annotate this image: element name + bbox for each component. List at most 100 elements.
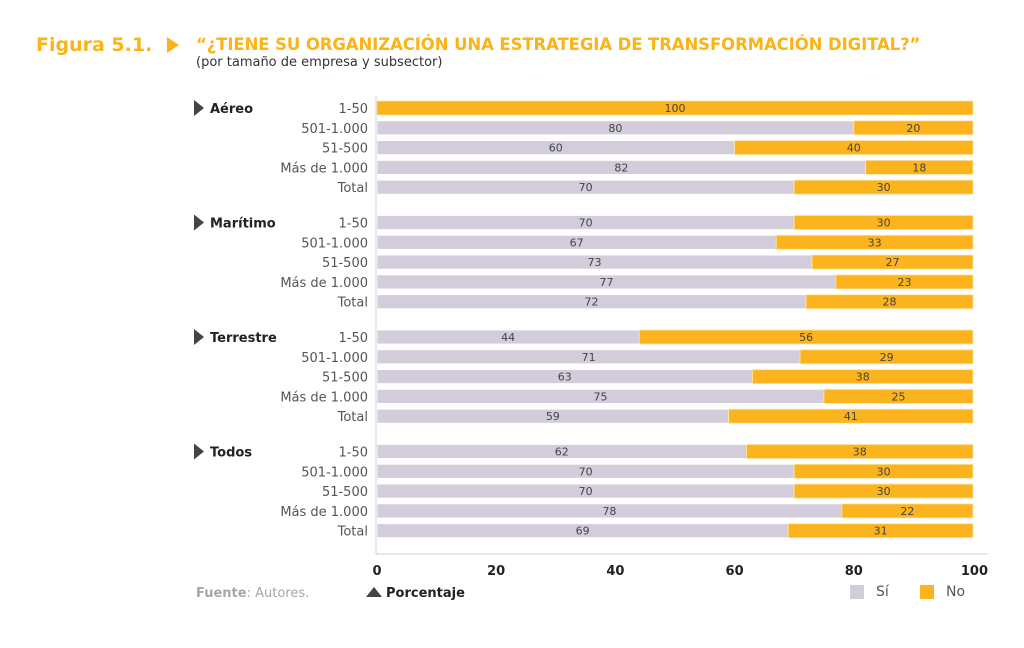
bar-no: [787, 523, 974, 539]
bar-label-no: 27: [886, 256, 900, 269]
bar-no: [728, 408, 974, 424]
bar-label-no: 30: [877, 465, 891, 478]
bar-no: [376, 100, 974, 116]
bar-label-no: 23: [897, 276, 911, 289]
bar-label-no: 56: [799, 331, 813, 344]
bar-label-si: 82: [614, 161, 628, 174]
group-label: Marítimo: [210, 217, 276, 232]
bar-label-si: 70: [579, 485, 593, 498]
bar-label-no: 30: [877, 217, 891, 230]
legend-swatch-no: [920, 585, 934, 599]
bar-no: [793, 215, 974, 230]
bar-label-si: 67: [570, 236, 584, 249]
bar-no: [799, 349, 974, 365]
bar-no: [734, 140, 974, 156]
source-label: Fuente: [196, 586, 247, 601]
bar-label-si: 69: [576, 525, 590, 538]
bar-label-no: 38: [856, 371, 870, 384]
category-label: Más de 1.000: [280, 505, 368, 520]
bar-label-no: 22: [900, 505, 914, 518]
bar-label-no: 28: [883, 296, 897, 309]
bar-label-si: 59: [546, 410, 560, 423]
bar-label-no: 100: [665, 102, 686, 115]
legend-item-si: Sí: [850, 584, 889, 600]
category-label: 51-500: [322, 371, 368, 386]
bar-label-no: 40: [847, 142, 861, 155]
legend-label-si: Sí: [876, 584, 889, 600]
legend-item-no: No: [920, 584, 965, 600]
bar-label-no: 33: [868, 236, 882, 249]
chart-subtitle: (por tamaño de empresa y subsector): [196, 55, 443, 70]
bar-label-si: 72: [585, 296, 599, 309]
group-arrow-icon: [194, 214, 204, 231]
bar-label-no: 20: [906, 122, 920, 135]
group-label: Todos: [210, 446, 252, 461]
bar-no: [793, 483, 974, 499]
category-label: 501-1.000: [301, 351, 368, 366]
triangle-up-icon: [366, 587, 382, 597]
category-label: 1-50: [338, 102, 368, 117]
bar-label-si: 70: [579, 465, 593, 478]
x-tick-label: 80: [845, 564, 863, 579]
category-label: 51-500: [322, 256, 368, 271]
bar-label-no: 25: [892, 390, 906, 403]
legend-swatch-si: [850, 585, 864, 599]
group-arrow-icon: [194, 329, 204, 345]
bar-label-no: 18: [912, 161, 926, 174]
bar-label-no: 41: [844, 410, 858, 423]
x-axis-label-text: Porcentaje: [386, 586, 465, 601]
category-label: Más de 1.000: [280, 276, 368, 291]
bar-no: [811, 254, 974, 270]
category-label: 501-1.000: [301, 465, 368, 480]
source-note: Fuente: Autores.: [196, 586, 309, 601]
bar-label-si: 77: [599, 276, 613, 289]
x-tick-label: 0: [372, 564, 381, 579]
x-axis-label: Porcentaje: [366, 586, 465, 601]
bar-no: [752, 369, 974, 385]
category-label: Total: [337, 296, 368, 311]
category-label: 51-500: [322, 485, 368, 500]
bar-no: [805, 294, 974, 310]
group-label: Aéreo: [210, 102, 253, 117]
figure-arrow-icon: [167, 37, 179, 53]
bar-label-si: 75: [594, 390, 608, 403]
group-label: Terrestre: [210, 331, 277, 346]
bar-label-si: 80: [608, 122, 622, 135]
category-label: 1-50: [338, 446, 368, 461]
bar-label-si: 78: [602, 505, 616, 518]
category-label: Total: [337, 181, 368, 196]
bar-label-si: 70: [579, 181, 593, 194]
bar-no: [865, 159, 974, 175]
category-label: 51-500: [322, 142, 368, 157]
bar-label-no: 38: [853, 446, 867, 459]
bar-label-si: 62: [555, 446, 569, 459]
bar-label-no: 29: [880, 351, 894, 364]
bar-no: [853, 120, 974, 136]
bar-label-si: 70: [579, 217, 593, 230]
group-arrow-icon: [194, 443, 204, 460]
bar-label-si: 44: [501, 331, 515, 344]
bar-label-si: 60: [549, 142, 563, 155]
bar-no: [835, 274, 974, 290]
bar-label-si: 63: [558, 371, 572, 384]
bar-no: [638, 329, 974, 345]
x-tick-label: 20: [487, 564, 505, 579]
bar-no: [793, 179, 974, 195]
category-label: Más de 1.000: [280, 161, 368, 176]
group-arrow-icon: [194, 100, 204, 116]
bar-label-no: 31: [874, 525, 888, 538]
source-text: : Autores.: [246, 586, 310, 601]
category-label: 1-50: [338, 331, 368, 346]
category-label: Total: [337, 410, 368, 425]
bar-no: [746, 444, 974, 459]
x-tick-label: 100: [961, 564, 988, 579]
bar-no: [793, 463, 974, 479]
bar-label-si: 73: [588, 256, 602, 269]
x-tick-label: 60: [726, 564, 744, 579]
bar-no: [841, 503, 974, 519]
legend-label-no: No: [946, 584, 966, 600]
bar-label-no: 30: [877, 485, 891, 498]
bar-label-si: 71: [582, 351, 596, 364]
bar-no: [823, 388, 974, 404]
